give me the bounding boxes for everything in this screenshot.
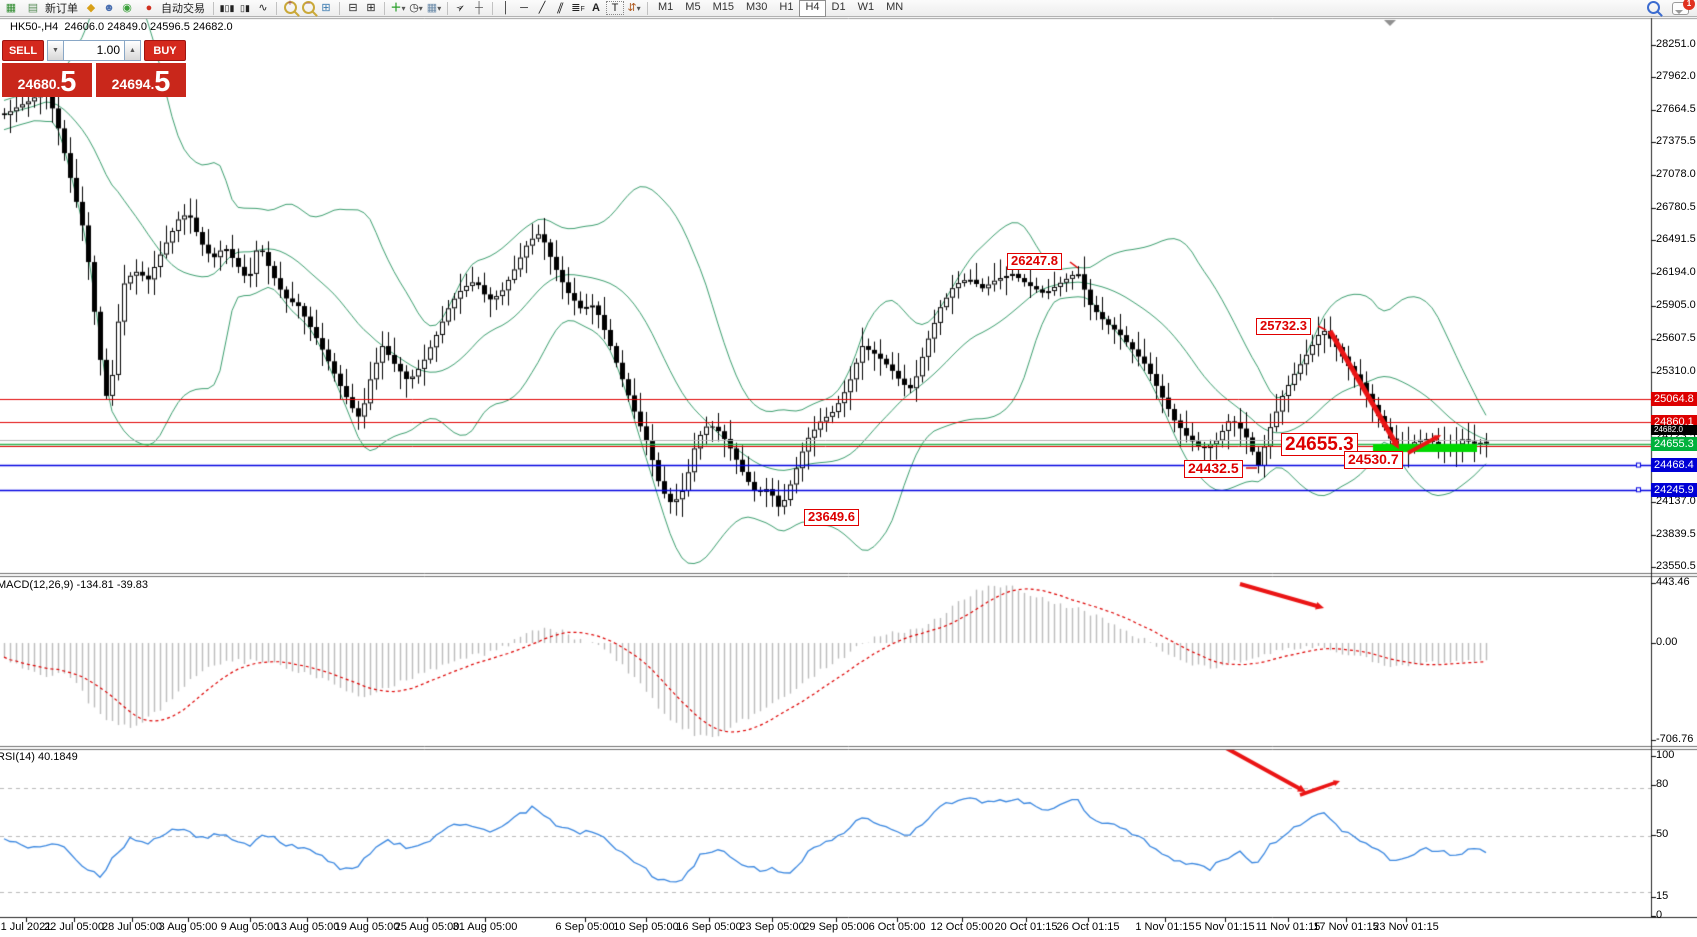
brush-icon[interactable]: ◆ (86, 1, 96, 14)
volume-decrease-button[interactable]: ▼ (47, 40, 64, 61)
macd-indicator-label: MACD(12,26,9) -134.81 -39.83 (0, 579, 149, 591)
notifications-icon[interactable]: 1 (1672, 0, 1695, 15)
cursor-icon[interactable]: ➢ (453, 0, 468, 16)
buy-price-decimal: . (150, 77, 155, 92)
text-tool-icon[interactable]: A (592, 1, 600, 14)
new-order-label: 新订单 (45, 3, 78, 15)
notification-badge: 1 (1683, 0, 1695, 10)
volume-increase-button[interactable]: ▲ (124, 40, 141, 61)
sell-price-decimal: . (56, 77, 61, 92)
timeframe-H4[interactable]: H4 (799, 0, 826, 17)
label-tool-icon[interactable]: T (606, 1, 624, 15)
order-ticket-icon: ▤ (27, 1, 39, 14)
line-chart-icon[interactable]: ∿ (258, 1, 268, 14)
timeframe-H1[interactable]: H1 (779, 0, 794, 13)
rsi-indicator-label: RSI(14) 40.1849 (0, 751, 78, 763)
volume-input[interactable]: 1.00 (64, 40, 124, 61)
timeframe-M30[interactable]: M30 (745, 0, 768, 13)
horizontal-line-tool-icon[interactable]: ─ (520, 1, 528, 14)
vertical-line-tool-icon[interactable]: │ (502, 1, 510, 14)
add-indicator-button[interactable]: ＋▾ (390, 1, 406, 14)
toolbar-right-icons: 1 (1644, 0, 1697, 16)
signal-icon[interactable]: ◉ (122, 1, 132, 14)
timeframe-MN[interactable]: MN (886, 0, 904, 13)
toolbar-separator (647, 1, 648, 15)
buy-button[interactable]: BUY (144, 40, 186, 61)
channel-tool-icon[interactable]: ∥ (555, 1, 566, 14)
sell-price-display[interactable]: 24680. 5 (2, 63, 92, 97)
crosshair-icon[interactable]: ┼ (475, 1, 483, 14)
one-click-trading-panel: SELL ▼ 1.00 ▲ BUY 24680. 5 24694. 5 (2, 40, 186, 97)
timeframe-W1[interactable]: W1 (857, 0, 875, 13)
main-toolbar: ▦ ▤ 新订单 ◆ ☻ ◉ ● 自动交易 ▮▯▮ ▯▮ ∿ + − ⊞ ⊟ ⊞ … (0, 0, 1697, 17)
toolbar-separator (339, 1, 340, 15)
arrange-charts-icon[interactable]: ⊟ (348, 1, 358, 14)
toolbar-separator (276, 1, 277, 15)
buy-price-pip: 5 (154, 66, 171, 98)
profile-icon[interactable]: ☻ (103, 1, 115, 14)
toolbar-separator (492, 1, 493, 15)
candlestick-chart-icon[interactable]: ▯▮ (240, 2, 250, 13)
sell-button[interactable]: SELL (2, 40, 44, 61)
arrows-tool-icon[interactable]: ⇵▾ (627, 1, 641, 14)
auto-trading-button[interactable]: ● 自动交易 (136, 1, 209, 16)
tile-windows-icon[interactable]: ⊞ (321, 1, 331, 14)
fibonacci-tool-icon[interactable]: ≣F (571, 1, 585, 14)
new-chart-icon[interactable]: ▦ (5, 1, 17, 14)
auto-trading-icon: ● (145, 1, 153, 14)
toolbar-separator (384, 1, 385, 15)
period-clock-button[interactable]: ◷▾ (409, 1, 423, 14)
auto-trading-label: 自动交易 (161, 3, 205, 15)
toolbar-separator (213, 1, 214, 15)
template-button[interactable]: ▦▾ (426, 1, 442, 14)
search-icon[interactable] (1645, 0, 1661, 16)
buy-price-main: 24694 (111, 76, 151, 92)
timeframe-M15[interactable]: M15 (712, 0, 734, 13)
timeframe-M1[interactable]: M1 (658, 0, 674, 13)
symbol-ohlc-line: HK50-,H4 24606.0 24849.0 24596.5 24682.0 (10, 21, 233, 33)
timeframe-D1[interactable]: D1 (831, 0, 846, 13)
timeframe-M5[interactable]: M5 (685, 0, 701, 13)
volume-control: ▼ 1.00 ▲ (47, 40, 141, 61)
trendline-tool-icon[interactable]: ╱ (538, 1, 546, 14)
buy-price-display[interactable]: 24694. 5 (96, 63, 186, 97)
cascade-charts-icon[interactable]: ⊞ (366, 1, 376, 14)
zoom-out-icon[interactable]: − (300, 0, 316, 16)
new-order-button[interactable]: ▤ 新订单 (20, 1, 82, 16)
toolbar-separator (447, 1, 448, 15)
timeframe-toolbar: M1 M5 M15 M30 H1 H4 D1 W1 MN (652, 0, 909, 17)
zoom-in-icon[interactable]: + (282, 0, 298, 16)
sell-price-pip: 5 (60, 66, 77, 98)
sell-price-main: 24680 (17, 76, 57, 92)
bar-chart-icon[interactable]: ▮▯▮ (219, 2, 235, 13)
